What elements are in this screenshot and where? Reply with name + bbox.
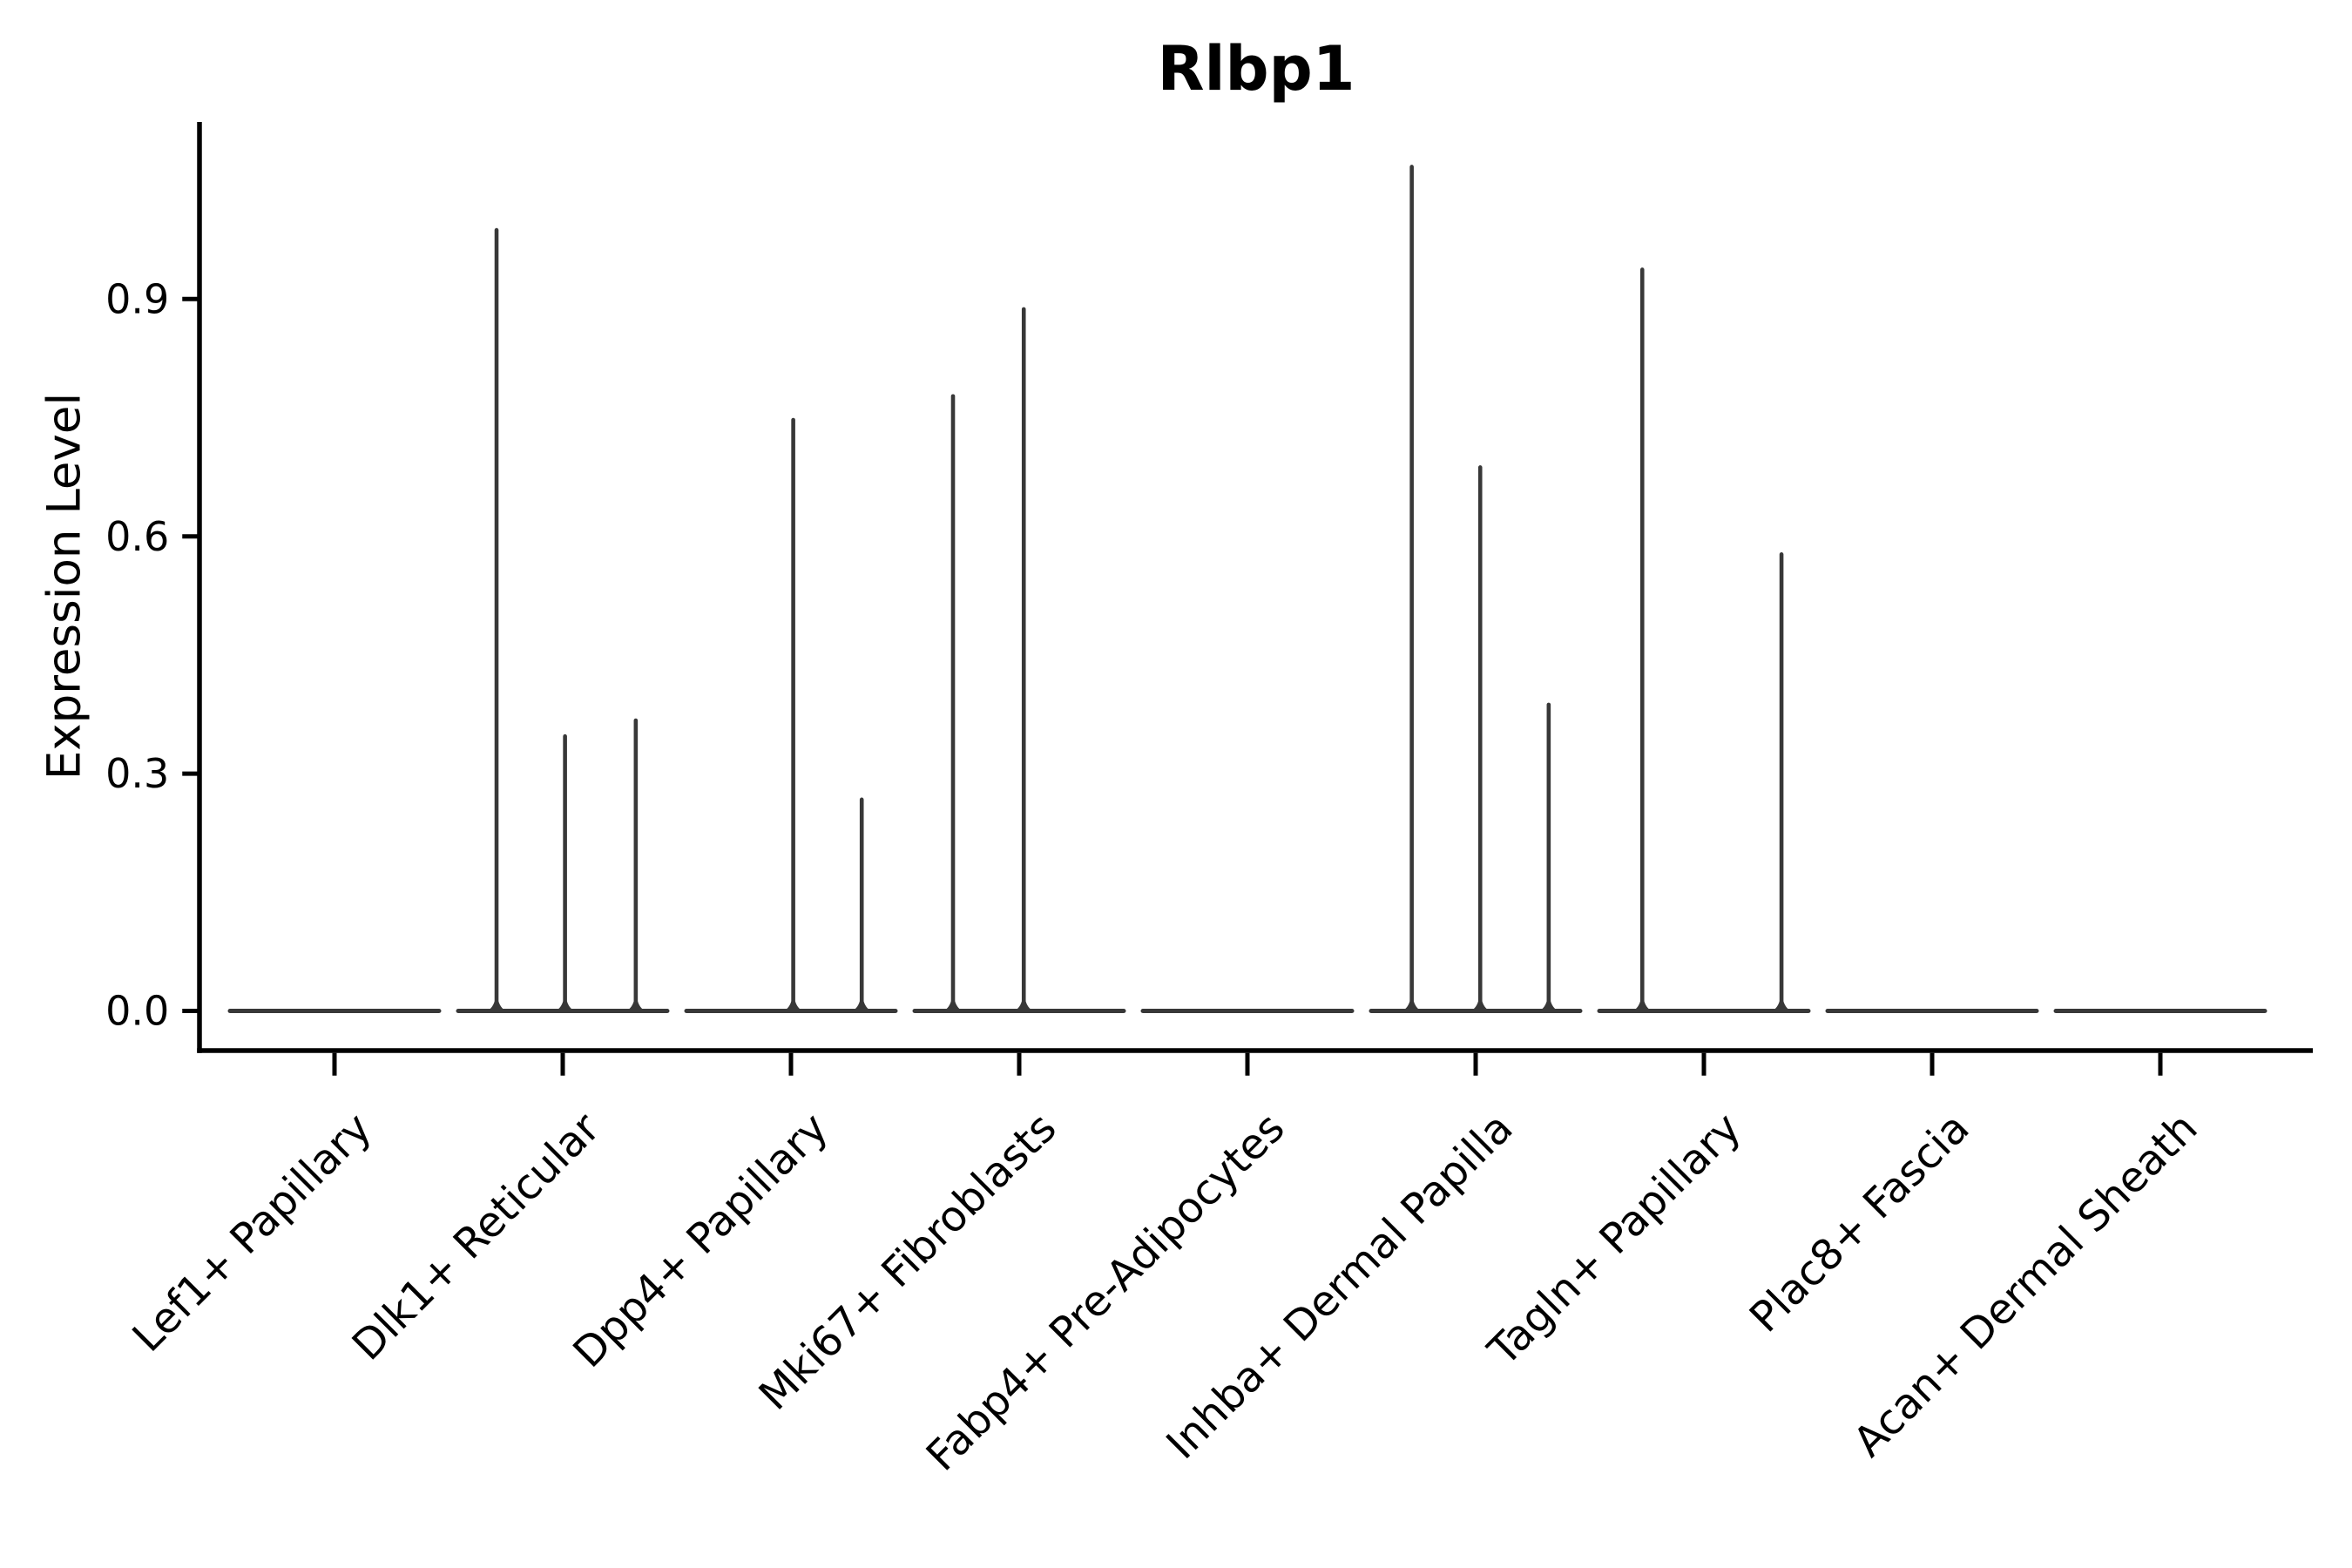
violin-spike-flare: [485, 1001, 509, 1012]
violin-spike-flare: [1400, 1001, 1423, 1012]
violin-spike-flare: [1012, 1001, 1036, 1012]
x-tick-label: Lef1+ Papillary: [124, 1104, 382, 1362]
violin-spike-flare: [942, 1001, 965, 1012]
y-tick-label: 0.6: [105, 513, 169, 560]
y-tick-label: 0.3: [105, 750, 169, 797]
violin-spike-flare: [850, 1001, 874, 1012]
violin-spike-flare: [553, 1001, 577, 1012]
x-tick-label: Tagln+ Papillary: [1478, 1104, 1750, 1375]
violin-spike-flare: [1537, 1001, 1560, 1012]
y-tick-label: 0.9: [105, 275, 169, 322]
violin-spike-flare: [1770, 1001, 1794, 1012]
plot-title: Rlbp1: [1157, 33, 1355, 105]
x-tick-label: Plac8+ Fascia: [1740, 1104, 1979, 1342]
violin-spike-flare: [781, 1001, 805, 1012]
y-tick-label: 0.0: [105, 988, 169, 1035]
violin-spike-flare: [1469, 1001, 1492, 1012]
x-tick-label: Dlk1+ Reticular: [343, 1104, 610, 1370]
violin-spike-flare: [1631, 1001, 1654, 1012]
violin-spike-flare: [624, 1001, 647, 1012]
x-tick-label: Dpp4+ Papillary: [564, 1104, 837, 1377]
